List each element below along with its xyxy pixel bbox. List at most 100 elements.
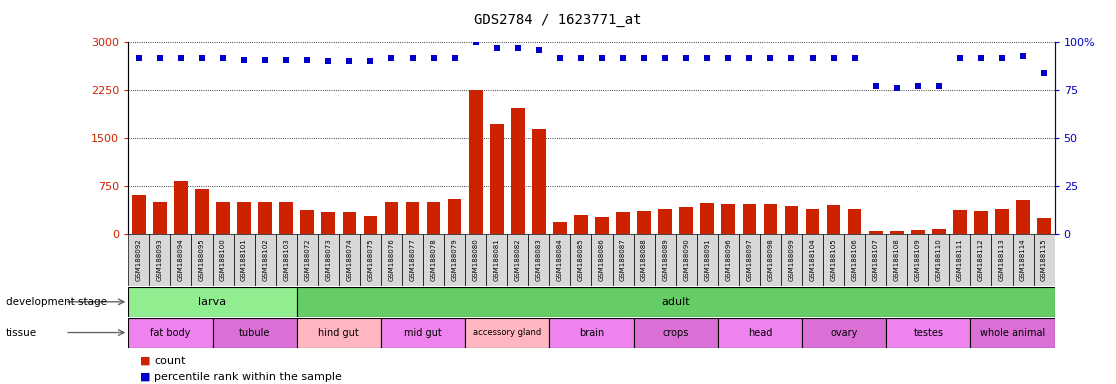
Bar	[490, 124, 503, 234]
Text: GSM188080: GSM188080	[473, 238, 479, 281]
Point	[383, 55, 401, 61]
Bar	[911, 230, 925, 234]
Text: GSM188104: GSM188104	[809, 238, 816, 281]
Text: GSM188073: GSM188073	[326, 238, 331, 281]
Text: GSM188096: GSM188096	[725, 238, 731, 281]
Bar	[971, 234, 991, 286]
Point	[656, 55, 674, 61]
Bar	[300, 210, 314, 234]
Point	[740, 55, 758, 61]
Text: GSM188087: GSM188087	[620, 238, 626, 281]
Text: GSM188088: GSM188088	[641, 238, 647, 281]
Text: GSM188105: GSM188105	[830, 238, 837, 281]
Text: GSM188094: GSM188094	[177, 238, 184, 281]
Bar	[886, 234, 907, 286]
Text: GSM188077: GSM188077	[410, 238, 415, 281]
Bar	[217, 202, 230, 234]
Point	[720, 55, 738, 61]
Point	[257, 56, 275, 63]
Point	[804, 55, 821, 61]
Text: GSM188112: GSM188112	[978, 238, 984, 281]
Bar	[549, 318, 634, 348]
Bar	[528, 234, 549, 286]
Text: GSM188078: GSM188078	[431, 238, 436, 281]
Text: hind gut: hind gut	[318, 328, 359, 338]
Bar	[570, 234, 591, 286]
Point	[677, 55, 695, 61]
Point	[930, 83, 947, 89]
Point	[1014, 53, 1032, 59]
Point	[425, 55, 443, 61]
Bar	[195, 189, 209, 234]
Bar	[254, 234, 276, 286]
Text: GSM188107: GSM188107	[873, 238, 878, 281]
Text: percentile rank within the sample: percentile rank within the sample	[154, 372, 341, 382]
Bar	[718, 234, 739, 286]
Bar	[174, 181, 187, 234]
Bar	[802, 234, 822, 286]
Bar	[444, 234, 465, 286]
Bar	[886, 318, 971, 348]
Bar	[1033, 234, 1055, 286]
Text: GSM188093: GSM188093	[157, 238, 163, 281]
Text: GSM188100: GSM188100	[220, 238, 227, 281]
Bar	[549, 234, 570, 286]
Text: GSM188081: GSM188081	[493, 238, 500, 281]
Bar	[574, 215, 588, 234]
Bar	[865, 234, 886, 286]
Text: GSM188076: GSM188076	[388, 238, 394, 281]
Bar	[1017, 200, 1030, 234]
Bar	[297, 318, 381, 348]
Bar	[381, 234, 402, 286]
Point	[593, 55, 610, 61]
Text: accessory gland: accessory gland	[473, 328, 541, 337]
Bar	[721, 204, 735, 234]
Bar	[760, 234, 781, 286]
Text: GSM188075: GSM188075	[367, 238, 374, 281]
Text: GSM188102: GSM188102	[262, 238, 268, 281]
Text: adult: adult	[662, 297, 690, 307]
Bar	[554, 222, 567, 234]
Bar	[321, 212, 335, 234]
Bar	[739, 234, 760, 286]
Bar	[508, 234, 528, 286]
Point	[972, 55, 990, 61]
Bar	[487, 234, 508, 286]
Bar	[381, 318, 465, 348]
Bar	[469, 90, 482, 234]
Bar	[696, 234, 718, 286]
Point	[1036, 70, 1054, 76]
Text: GSM188103: GSM188103	[283, 238, 289, 281]
Point	[699, 55, 716, 61]
Text: GSM188086: GSM188086	[599, 238, 605, 281]
Text: tubule: tubule	[239, 328, 270, 338]
Point	[488, 45, 506, 51]
Bar	[1012, 234, 1033, 286]
Bar	[171, 234, 192, 286]
Point	[193, 55, 211, 61]
Bar	[297, 287, 1055, 317]
Bar	[995, 209, 1009, 234]
Bar	[869, 231, 883, 234]
Bar	[827, 205, 840, 234]
Point	[298, 56, 316, 63]
Bar	[701, 203, 714, 234]
Text: GSM188113: GSM188113	[999, 238, 1006, 281]
Bar	[212, 318, 297, 348]
Bar	[781, 234, 802, 286]
Point	[277, 56, 295, 63]
Text: ■: ■	[140, 356, 150, 366]
Bar	[932, 229, 945, 234]
Point	[867, 83, 885, 89]
Text: GSM188090: GSM188090	[683, 238, 690, 281]
Bar	[974, 210, 988, 234]
Bar	[950, 234, 971, 286]
Point	[509, 45, 527, 51]
Bar	[675, 234, 696, 286]
Point	[888, 85, 906, 91]
Bar	[591, 234, 613, 286]
Text: GSM188084: GSM188084	[557, 238, 562, 281]
Text: mid gut: mid gut	[404, 328, 442, 338]
Bar	[785, 206, 798, 234]
Bar	[359, 234, 381, 286]
